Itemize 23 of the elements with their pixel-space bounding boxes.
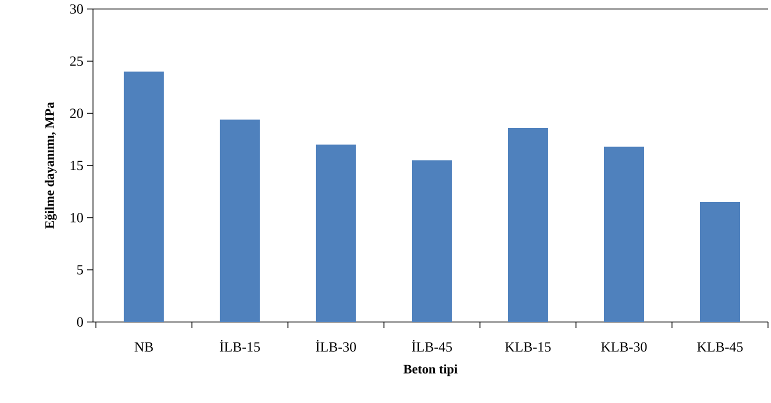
x-tick-label: İLB-30 [316, 340, 356, 352]
bar [124, 72, 164, 322]
bar [508, 128, 548, 322]
y-tick-label: 10 [70, 212, 83, 222]
y-tick-label: 25 [70, 56, 83, 66]
bar [604, 146, 644, 322]
bar [316, 144, 356, 322]
y-axis-title: Eğilme dayanımı, MPa [44, 102, 57, 229]
x-tick-label: KLB-30 [601, 342, 647, 352]
x-tick-label: İLB-45 [412, 340, 452, 352]
x-tick-label: İLB-15 [220, 340, 260, 352]
bar [412, 160, 452, 322]
bar [220, 120, 260, 322]
y-tick-label: 15 [70, 160, 83, 170]
x-tick-label: KLB-45 [697, 342, 743, 352]
bar [700, 202, 740, 322]
y-tick-label: 0 [77, 317, 83, 327]
x-axis-title: Beton tipi [404, 364, 458, 376]
y-tick-label: 30 [70, 4, 83, 14]
y-tick-label: 20 [70, 108, 83, 118]
x-tick-label: NB [134, 342, 153, 352]
x-tick-label: KLB-15 [505, 342, 551, 352]
y-tick-label: 5 [77, 265, 83, 274]
